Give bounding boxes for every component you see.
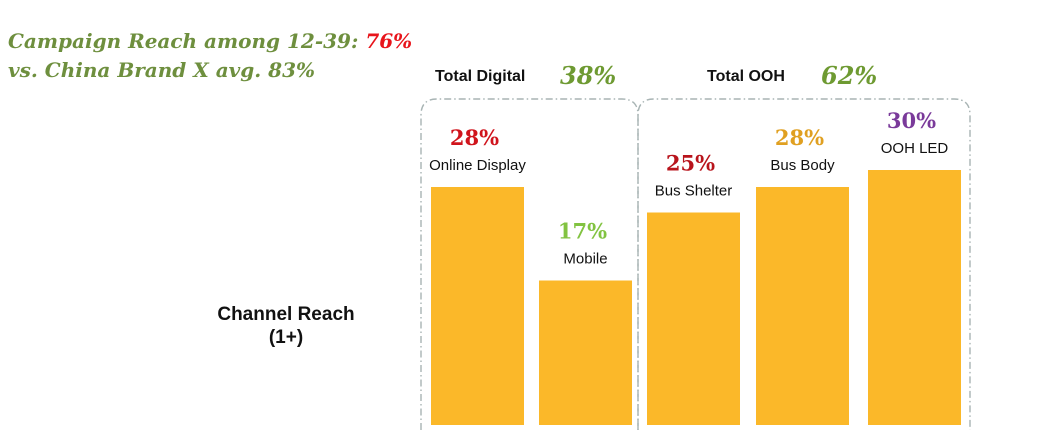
bar-category-label-3: Bus Shelter xyxy=(655,183,733,200)
bar-3 xyxy=(647,212,740,425)
group-value-2: 62% xyxy=(821,61,877,90)
bar-1 xyxy=(431,187,524,425)
bar-value-label-3: 25% xyxy=(666,151,715,176)
bar-value-label-2: 17% xyxy=(558,219,607,244)
bar-value-label-4: 28% xyxy=(775,125,824,150)
bar-category-label-1: Online Display xyxy=(429,157,526,174)
bar-value-label-5: 30% xyxy=(887,108,936,133)
headline-prefix: Campaign Reach among 12-39: xyxy=(8,29,366,53)
group-label-1: Total Digital xyxy=(435,68,525,85)
bar-2 xyxy=(539,280,632,425)
y-axis-title-line-2: (1+) xyxy=(268,327,304,348)
headline-value: 76% xyxy=(365,29,413,53)
headline-line-1: Campaign Reach among 12-39: 76% xyxy=(8,27,412,56)
bar-category-label-5: OOH LED xyxy=(881,140,949,157)
y-axis-title-line-1: Channel Reach xyxy=(217,304,355,325)
group-label-2: Total OOH xyxy=(707,68,785,85)
bar-5 xyxy=(868,170,961,425)
bar-4 xyxy=(756,187,849,425)
group-bracket-1 xyxy=(420,98,639,430)
headline: Campaign Reach among 12-39: 76% vs. Chin… xyxy=(8,27,412,85)
bar-value-label-1: 28% xyxy=(450,125,499,150)
headline-line-2: vs. China Brand X avg. 83% xyxy=(8,58,316,82)
group-value-1: 38% xyxy=(560,61,616,90)
bar-category-label-4: Bus Body xyxy=(770,157,835,174)
bar-category-label-2: Mobile xyxy=(563,251,607,268)
group-bracket-2 xyxy=(637,98,971,430)
y-axis-title: Channel Reach (1+) xyxy=(196,303,376,349)
